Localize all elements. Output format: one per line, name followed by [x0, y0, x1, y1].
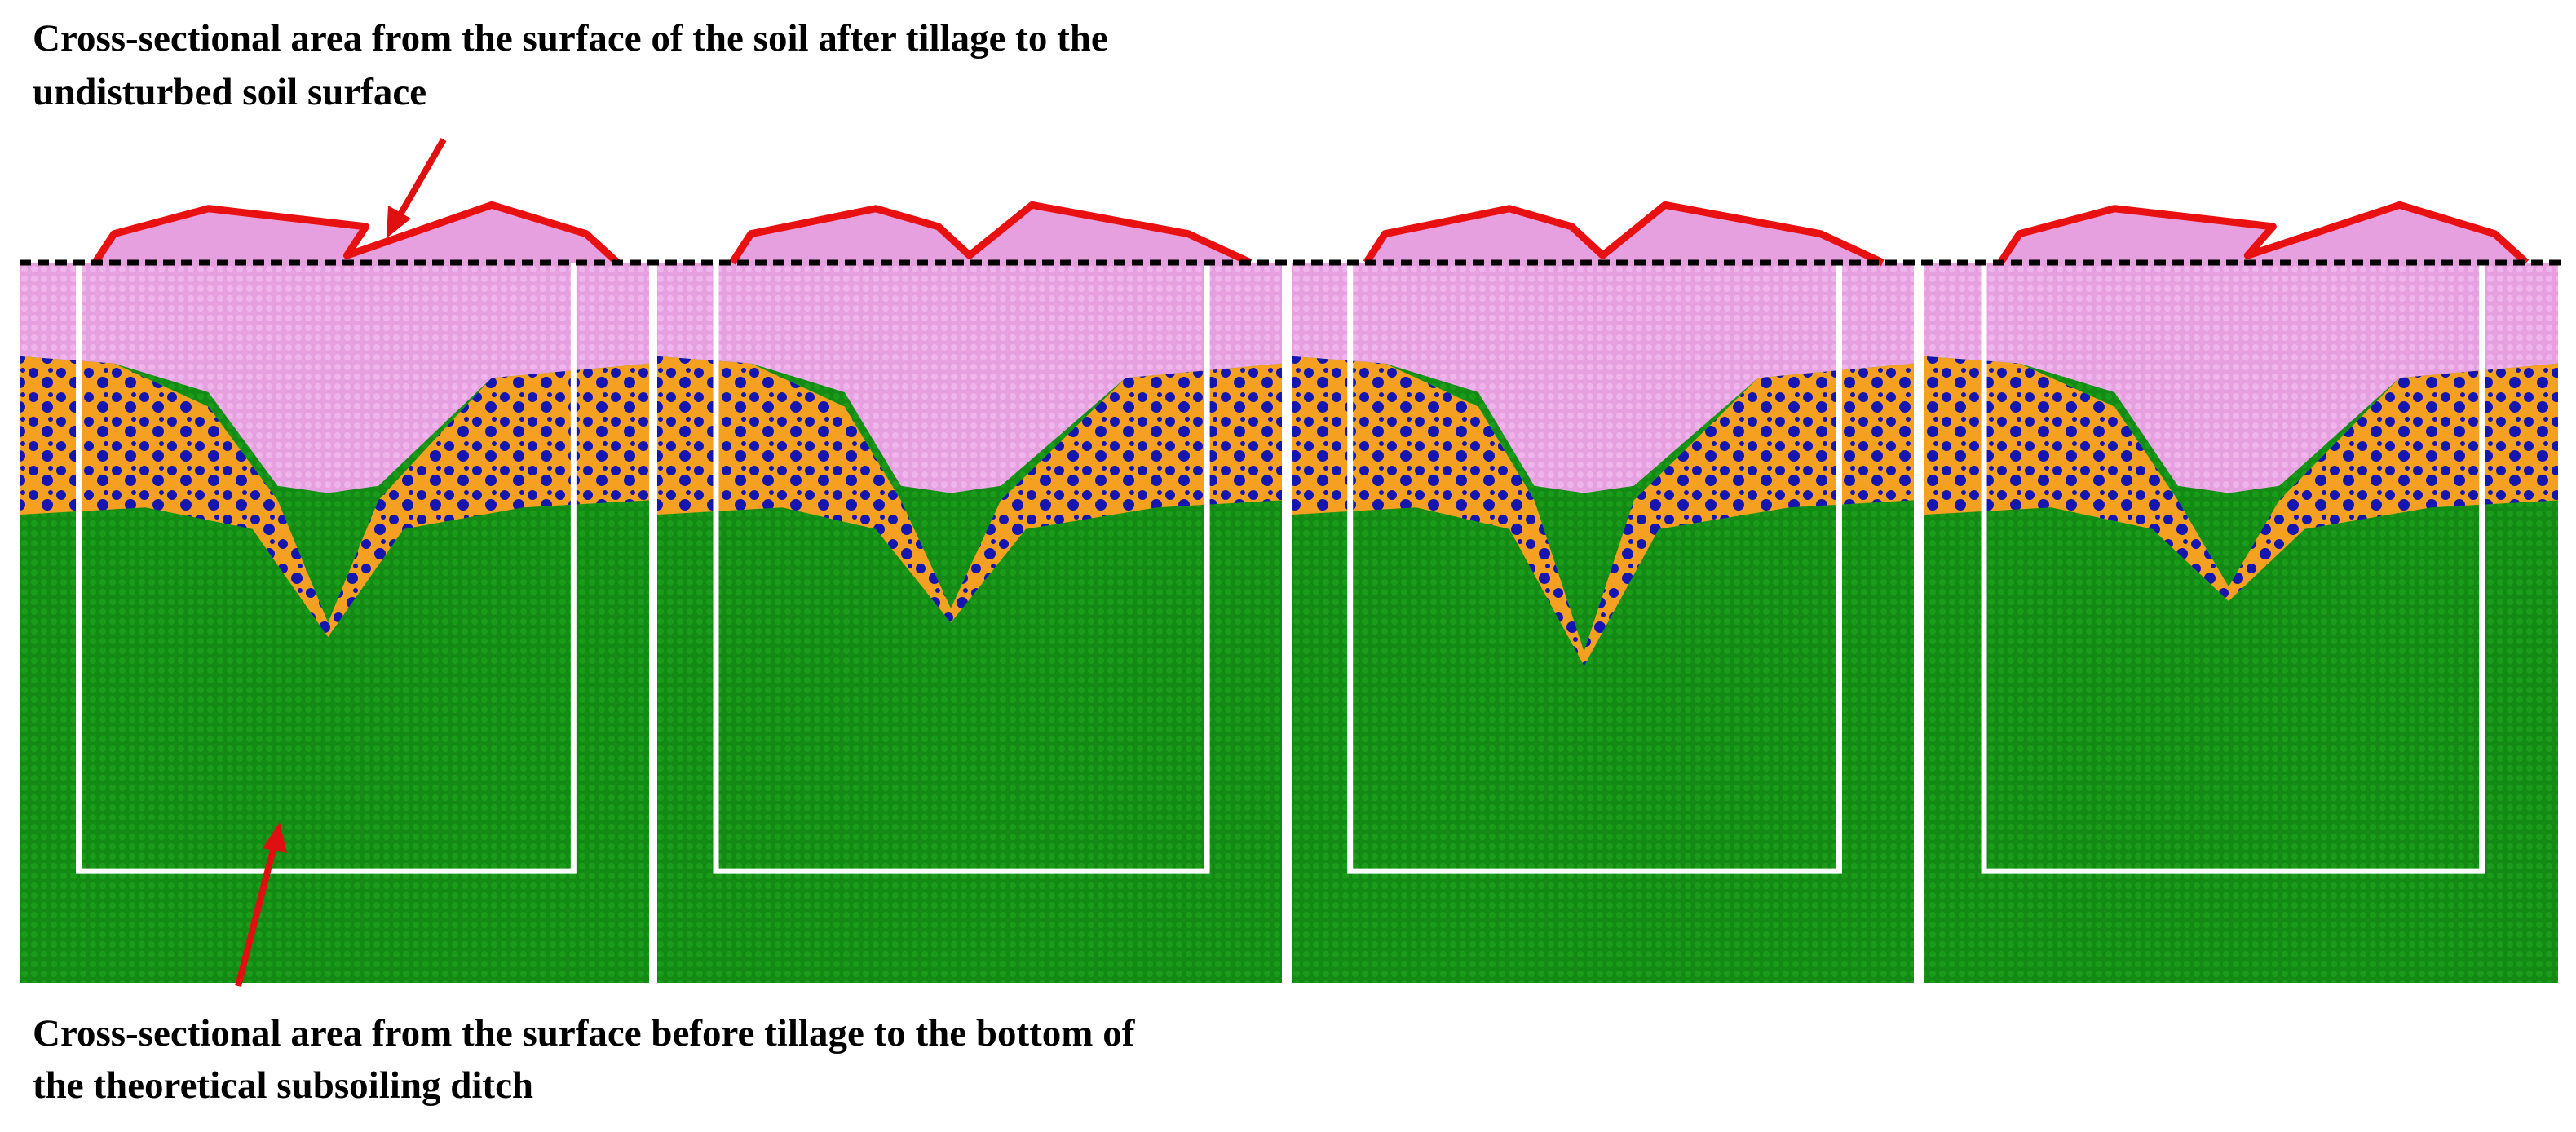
- topsoil: [1292, 263, 1914, 493]
- ditch-outline: [1981, 263, 2485, 874]
- topsoil: [1924, 263, 2558, 493]
- tilled-surface-outline: [729, 201, 1253, 267]
- tilled-surface-outline: [1363, 201, 1885, 267]
- tilled-surface-outline: [91, 201, 621, 266]
- annotation-bottom-line2: the theoretical subsoiling ditch: [33, 1064, 533, 1107]
- arrow-bottom: [235, 822, 287, 987]
- annotation-bottom-line1: Cross-sectional area from the surface be…: [33, 1012, 1136, 1055]
- soil-mound: [1366, 205, 1883, 263]
- topsoil: [657, 263, 1282, 493]
- panels: [20, 201, 2558, 983]
- mixed-layer: [20, 356, 649, 638]
- arrow-top: [387, 138, 447, 238]
- soil-mound: [95, 205, 618, 263]
- mixed-layer: [657, 356, 1282, 623]
- tilled-surface-outline: [1997, 201, 2530, 266]
- soil-mound: [731, 205, 1251, 263]
- annotation-top-line2: undisturbed soil surface: [33, 71, 426, 113]
- annotation-top-line1: Cross-sectional area from the surface of…: [33, 17, 1108, 60]
- mixed-layer: [1924, 356, 2558, 602]
- ditch-outline: [1347, 263, 1842, 874]
- ditch-outline: [76, 263, 577, 874]
- ditch-outline: [713, 263, 1210, 874]
- mixed-layer: [1292, 356, 1914, 666]
- topsoil: [20, 263, 649, 493]
